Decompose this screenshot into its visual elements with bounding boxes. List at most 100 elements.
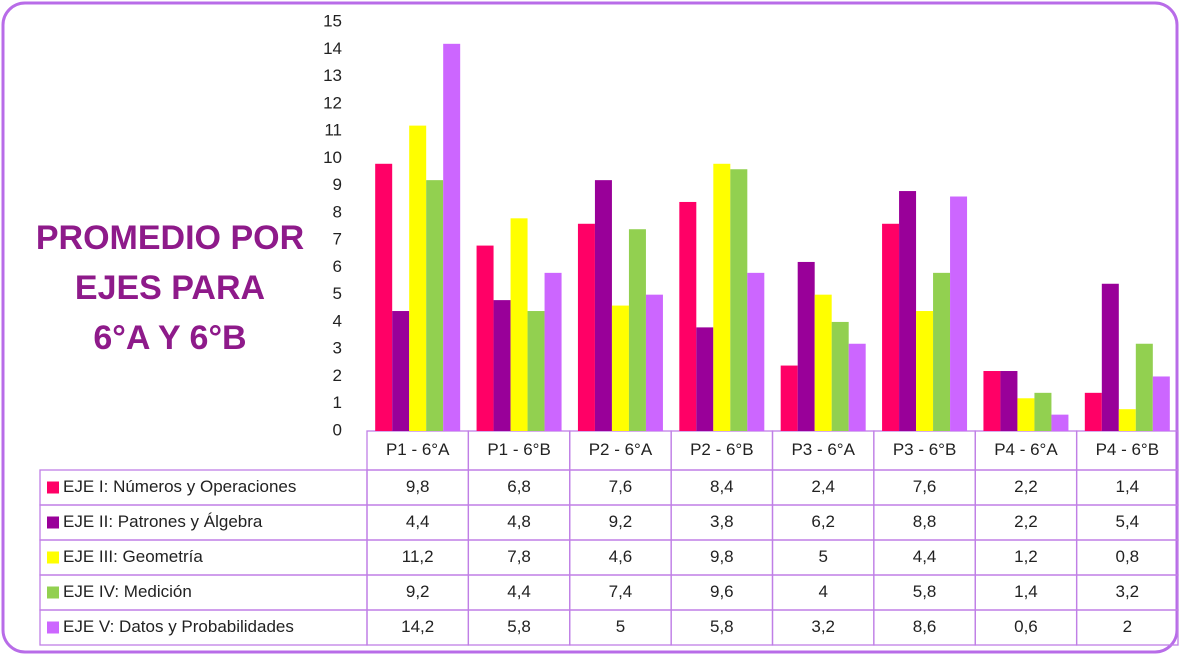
table-value: 2,2 [1014, 477, 1038, 496]
bar [780, 365, 798, 431]
table-value: 7,4 [609, 582, 633, 601]
table-value: 2 [1123, 617, 1132, 636]
table-value: 6,2 [811, 512, 835, 531]
table-value: 4,4 [406, 512, 430, 531]
bar [1000, 371, 1018, 431]
table-value: 0,8 [1115, 547, 1139, 566]
bar [848, 343, 866, 431]
y-tick-label: 6 [333, 257, 342, 276]
bar [375, 163, 393, 431]
table-value: 8,6 [913, 617, 937, 636]
bar [831, 321, 849, 431]
bar [409, 125, 427, 431]
legend-swatch [47, 516, 59, 529]
table-value: 6,8 [507, 477, 531, 496]
y-tick-label: 13 [323, 66, 342, 85]
table-value: 9,6 [710, 582, 734, 601]
table-value: 0,6 [1014, 617, 1038, 636]
table-value: 5,8 [913, 582, 937, 601]
legend-swatch [47, 551, 59, 564]
bar [797, 261, 815, 431]
x-tick-label: P3 - 6°A [791, 440, 855, 459]
legend-label: EJE I: Números y Operaciones [63, 477, 296, 496]
legend-label: EJE II: Patrones y Álgebra [63, 512, 263, 531]
chart-title: EJES PARA [75, 269, 265, 307]
bar [611, 305, 629, 431]
table-value: 8,8 [913, 512, 937, 531]
y-tick-label: 12 [323, 93, 342, 112]
table-value: 4,4 [507, 582, 531, 601]
bar [1034, 392, 1052, 431]
x-tick-label: P1 - 6°A [386, 440, 450, 459]
y-tick-label: 2 [333, 366, 342, 385]
bar [916, 311, 934, 431]
x-tick-label: P4 - 6°A [994, 440, 1058, 459]
y-tick-label: 5 [333, 284, 342, 303]
bar [730, 169, 748, 432]
table-value: 9,2 [406, 582, 430, 601]
table-value: 9,8 [710, 547, 734, 566]
table-value: 7,8 [507, 547, 531, 566]
table-value: 1,2 [1014, 547, 1038, 566]
y-tick-label: 3 [333, 339, 342, 358]
table-value: 9,2 [609, 512, 633, 531]
bar [1135, 343, 1153, 431]
bar [747, 272, 765, 431]
bar [594, 180, 612, 431]
table-value: 4,4 [913, 547, 937, 566]
legend-swatch [47, 481, 59, 494]
legend-swatch [47, 621, 59, 634]
bar [679, 201, 697, 431]
bar [950, 196, 968, 431]
bar [1084, 392, 1102, 431]
bar [899, 191, 917, 431]
table-value: 4,8 [507, 512, 531, 531]
y-tick-label: 7 [333, 230, 342, 249]
legend-label: EJE V: Datos y Probabilidades [63, 617, 294, 636]
chart-title: 6°A Y 6°B [93, 319, 246, 357]
x-tick-label: P2 - 6°B [690, 440, 754, 459]
table-value: 5 [616, 617, 625, 636]
bar [1118, 409, 1136, 431]
table-value: 11,2 [402, 547, 434, 566]
y-tick-label: 15 [323, 11, 342, 30]
table-value: 9,8 [406, 477, 430, 496]
y-tick-label: 1 [333, 393, 342, 412]
chart-title: PROMEDIO POR [36, 219, 304, 257]
table-value: 14,2 [401, 617, 434, 636]
bar [476, 245, 494, 431]
bar [426, 180, 444, 431]
x-tick-label: P1 - 6°B [487, 440, 551, 459]
table-value: 4 [818, 582, 827, 601]
bar [392, 311, 410, 431]
y-tick-label: 9 [333, 175, 342, 194]
legend-label: EJE IV: Medición [63, 582, 192, 601]
bar [1101, 283, 1119, 431]
bar [510, 218, 528, 431]
bar [577, 223, 595, 431]
bar [713, 163, 731, 431]
table-value: 7,6 [913, 477, 937, 496]
table-value: 4,6 [609, 547, 633, 566]
bar [527, 311, 545, 431]
x-tick-label: P4 - 6°B [1096, 440, 1160, 459]
table-cell [1075, 609, 1179, 646]
table-value: 1,4 [1115, 477, 1139, 496]
y-tick-label: 0 [333, 420, 342, 439]
bar [1152, 376, 1170, 431]
bar [645, 294, 663, 431]
x-tick-label: P2 - 6°A [589, 440, 653, 459]
table-value: 3,2 [1115, 582, 1139, 601]
y-tick-label: 4 [333, 311, 342, 330]
bar [1051, 414, 1069, 431]
y-tick-label: 8 [333, 202, 342, 221]
table-value: 2,2 [1014, 512, 1038, 531]
bar [544, 272, 562, 431]
table-value: 5,8 [710, 617, 734, 636]
bar [933, 272, 951, 431]
bar [493, 300, 511, 431]
table-value: 5,8 [507, 617, 531, 636]
table-value: 2,4 [811, 477, 835, 496]
